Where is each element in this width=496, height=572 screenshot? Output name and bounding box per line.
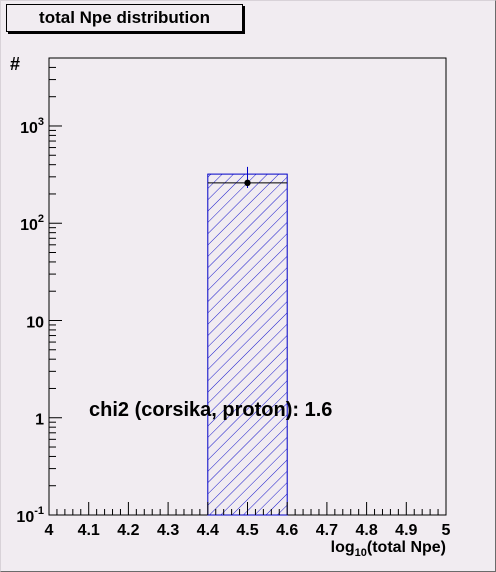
y-tick-label: 1 [35, 412, 44, 429]
x-tick-label: 4.5 [236, 522, 258, 539]
histogram-layer [207, 173, 288, 516]
x-tick-label: 4.3 [157, 522, 179, 539]
x-axis-label: log10(total Npe) [331, 539, 446, 559]
y-tick-label: 102 [20, 213, 44, 234]
x-tick-label: 5 [442, 522, 451, 539]
y-tick-label: 10-1 [16, 505, 44, 526]
y-tick-label: 103 [20, 116, 44, 137]
y-axis: 10-1 1 10 102 103 [16, 57, 62, 526]
y-tick-label: 10 [26, 314, 44, 331]
y-axis-label: # [10, 54, 20, 74]
x-axis: 4 4.1 4.2 4.3 4.4 4.5 4.6 4.7 4.8 4.9 5 [45, 502, 451, 539]
x-tick-label: 4.2 [117, 522, 139, 539]
points-layer [207, 166, 288, 189]
x-tick-label: 4.1 [78, 522, 100, 539]
x-tick-label: 4.8 [355, 522, 377, 539]
x-tick-label: 4.6 [276, 522, 298, 539]
x-tick-label: 4.7 [316, 522, 338, 539]
x-tick-label: 4.9 [395, 522, 417, 539]
histogram-bar [207, 173, 288, 516]
x-tick-label: 4 [45, 522, 54, 539]
chart-title: total Npe distribution [6, 4, 243, 32]
x-tick-label: 4.4 [197, 522, 219, 539]
chi2-annotation: chi2 (corsika, proton): 1.6 [89, 399, 332, 421]
data-point [244, 179, 251, 187]
